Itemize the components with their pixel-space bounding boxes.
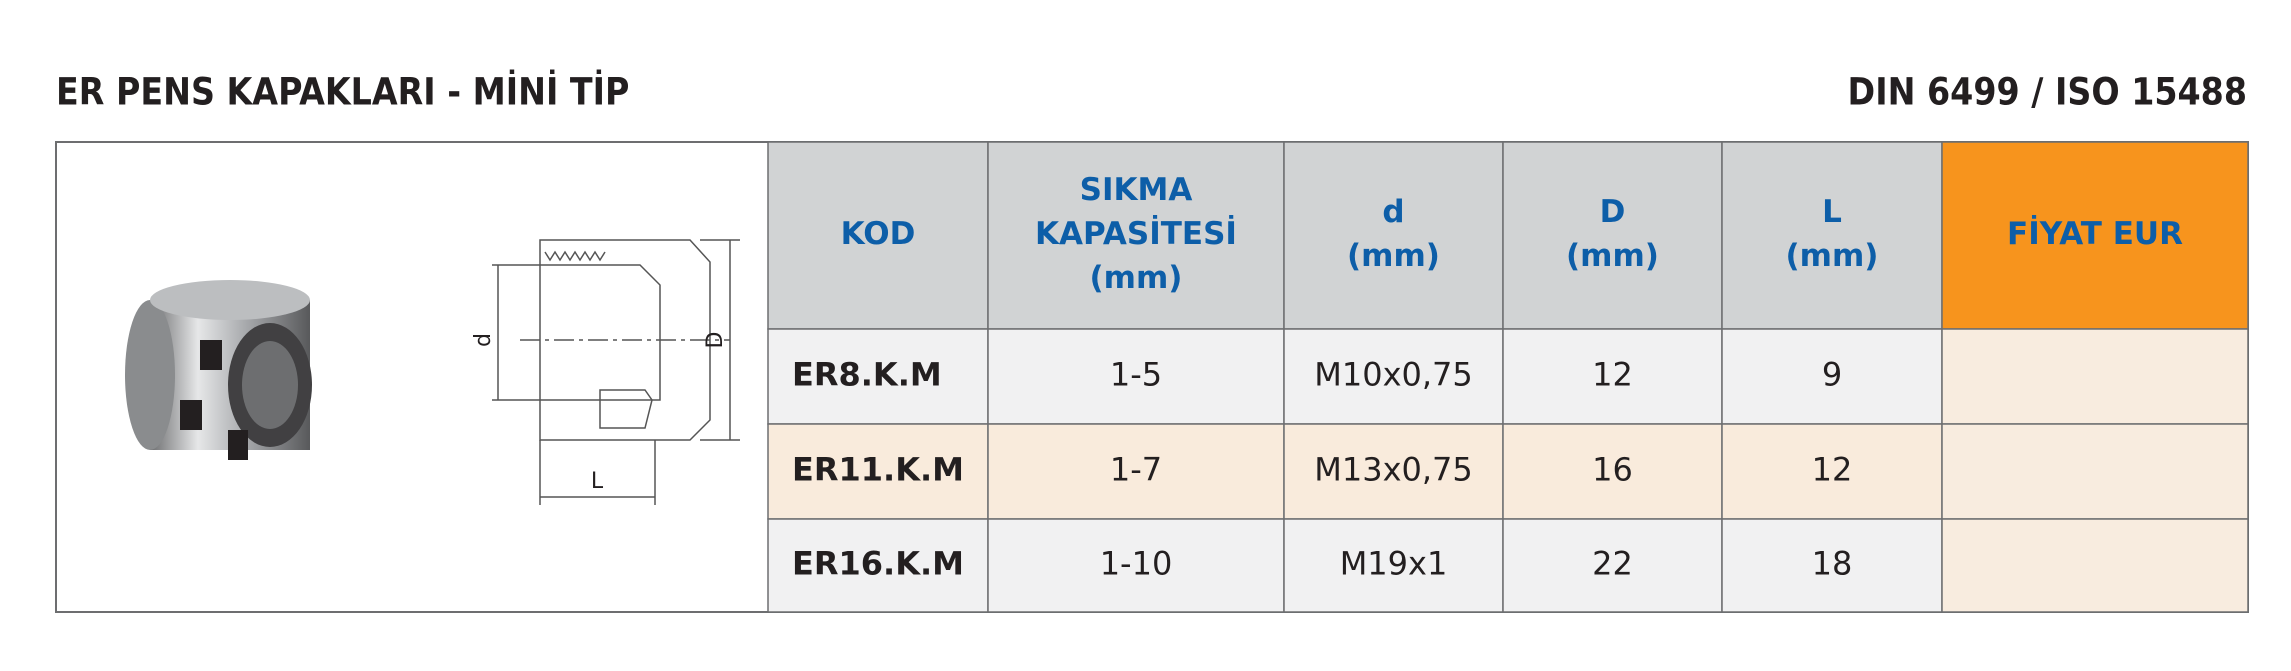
cell-text: 22 bbox=[1592, 545, 1633, 583]
cell bbox=[1502, 328, 1723, 425]
cell bbox=[1941, 423, 2249, 520]
header-text: (mm) bbox=[1566, 238, 1659, 274]
cell-text: 12 bbox=[1812, 451, 1853, 489]
product-photo bbox=[125, 280, 312, 460]
cell-text: 12 bbox=[1592, 356, 1633, 394]
cell-text: 18 bbox=[1812, 545, 1853, 583]
header-text: SIKMA bbox=[1080, 172, 1193, 208]
header-text: D bbox=[1600, 194, 1626, 230]
technical-drawing: d D L bbox=[471, 239, 740, 505]
cell bbox=[987, 423, 1285, 520]
cell-text: 1-5 bbox=[1110, 356, 1162, 394]
cell-text: M13x0,75 bbox=[1314, 451, 1473, 489]
cell bbox=[987, 518, 1285, 613]
header-text: FİYAT EUR bbox=[2007, 216, 2183, 252]
header-text: (mm) bbox=[1786, 238, 1879, 274]
cell bbox=[1721, 423, 1943, 520]
cell bbox=[1283, 423, 1504, 520]
cell bbox=[767, 328, 989, 425]
title: ER PENS KAPAKLARI - MİNİ TİP bbox=[56, 70, 629, 114]
header-cell bbox=[1502, 141, 1723, 330]
cell-text: M10x0,75 bbox=[1314, 356, 1473, 394]
cell bbox=[767, 518, 989, 613]
cell-text: ER16.K.M bbox=[792, 545, 964, 583]
header-text: (mm) bbox=[1347, 238, 1440, 274]
cell bbox=[1941, 518, 2249, 613]
header-cell bbox=[1283, 141, 1504, 330]
cell bbox=[987, 328, 1285, 425]
dim-label: d bbox=[471, 333, 496, 347]
cell-text: M19x1 bbox=[1340, 545, 1448, 583]
dim-label: D bbox=[703, 332, 728, 349]
cell bbox=[1283, 518, 1504, 613]
standard: DIN 6499 / ISO 15488 bbox=[1848, 71, 2247, 114]
header-text: L bbox=[1822, 194, 1842, 230]
header-text: KOD bbox=[841, 216, 916, 252]
header-cell bbox=[1721, 141, 1943, 330]
cell-text: ER11.K.M bbox=[792, 451, 964, 489]
cell bbox=[1721, 518, 1943, 613]
header-text: KAPASİTESİ bbox=[1035, 216, 1237, 252]
cell bbox=[1283, 328, 1504, 425]
cell-text: 1-10 bbox=[1100, 545, 1173, 583]
header-text: (mm) bbox=[1090, 260, 1183, 296]
cell bbox=[1502, 423, 1723, 520]
cell-text: ER8.K.M bbox=[792, 356, 942, 394]
dim-label: L bbox=[591, 469, 604, 494]
cell-text: 9 bbox=[1822, 356, 1842, 394]
header-cell bbox=[767, 141, 989, 330]
cell-text: 1-7 bbox=[1110, 451, 1162, 489]
cell bbox=[767, 423, 989, 520]
header-text: d bbox=[1382, 194, 1404, 230]
cell bbox=[1502, 518, 1723, 613]
cell bbox=[1941, 328, 2249, 425]
cell-text: 16 bbox=[1592, 451, 1633, 489]
